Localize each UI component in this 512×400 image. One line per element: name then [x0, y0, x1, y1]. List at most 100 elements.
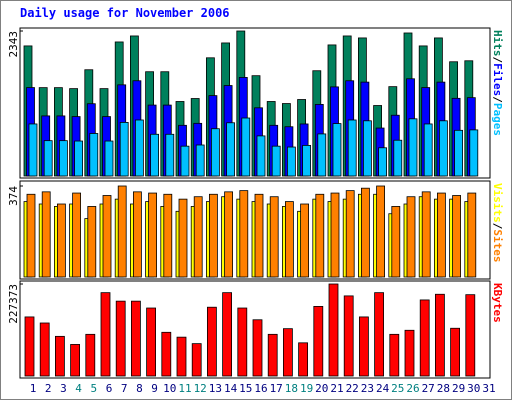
bar: [454, 129, 464, 177]
y-tick-label: 2343: [7, 31, 20, 58]
bar: [89, 133, 99, 177]
bar: [59, 140, 68, 177]
x-tick-label: 14: [224, 382, 238, 395]
bar: [193, 196, 203, 278]
bar: [222, 292, 233, 377]
x-tick-label: 13: [209, 382, 222, 395]
x-tick-label: 29: [452, 382, 465, 395]
bar: [315, 193, 325, 278]
bar: [55, 335, 65, 377]
bar: [39, 322, 50, 377]
bar: [134, 119, 144, 177]
bar: [317, 133, 327, 177]
x-tick-label: 11: [178, 382, 191, 395]
bar: [130, 300, 141, 377]
bar: [74, 140, 83, 177]
bar: [408, 118, 418, 177]
x-tick-label: 19: [300, 382, 313, 395]
bar: [117, 185, 127, 278]
bar: [210, 128, 220, 177]
bar: [374, 292, 385, 377]
legend-entry: Hits: [491, 30, 504, 57]
bar: [330, 192, 340, 278]
bar: [24, 316, 35, 377]
bar: [284, 201, 294, 278]
x-tick-label: 12: [194, 382, 207, 395]
bar: [87, 206, 97, 278]
legend-entry: KBytes: [491, 283, 504, 323]
legend-entry: Pages: [491, 103, 504, 136]
legend-separator: /: [491, 223, 504, 230]
bar: [28, 123, 38, 177]
bar: [224, 191, 234, 278]
legend: Visits/Sites: [491, 183, 504, 263]
bar: [254, 193, 264, 278]
bar: [343, 295, 354, 377]
bar: [404, 329, 415, 377]
bar: [70, 344, 80, 377]
bar: [241, 117, 251, 177]
bar: [347, 119, 357, 177]
x-tick-label: 25: [391, 382, 404, 395]
bar: [208, 193, 218, 278]
bar: [206, 306, 217, 377]
x-tick-label: 15: [239, 382, 252, 395]
bar: [256, 135, 266, 177]
x-tick-label: 22: [346, 382, 359, 395]
bar: [191, 343, 202, 377]
bar: [328, 283, 339, 377]
bar: [252, 319, 263, 377]
bar: [180, 145, 190, 177]
x-tick-label: 23: [361, 382, 374, 395]
bar: [389, 333, 400, 377]
bar: [176, 336, 187, 377]
legend-separator: /: [491, 96, 504, 103]
bar: [282, 328, 293, 377]
x-tick-label: 9: [151, 382, 158, 395]
bar: [358, 316, 369, 377]
bar: [421, 191, 431, 278]
x-tick-label: 26: [406, 382, 419, 395]
bar: [469, 129, 479, 177]
bar: [376, 185, 386, 278]
bar: [161, 331, 172, 377]
x-tick-label: 3: [60, 382, 67, 395]
bar: [41, 191, 51, 278]
x-tick-label: 16: [254, 382, 267, 395]
bar: [360, 187, 370, 278]
y-tick-label: 227373: [7, 284, 20, 324]
bar: [165, 133, 175, 177]
x-tick-label: 1: [30, 382, 37, 395]
bar: [146, 307, 157, 377]
bar: [85, 333, 96, 377]
bar: [163, 193, 173, 278]
bar: [104, 140, 114, 177]
bar: [434, 293, 445, 377]
x-tick-label: 10: [163, 382, 176, 395]
x-tick-label: 2: [45, 382, 52, 395]
bar: [436, 192, 446, 278]
bar: [26, 193, 36, 278]
x-tick-label: 5: [90, 382, 97, 395]
bar: [378, 147, 388, 177]
bar: [298, 342, 309, 377]
bar: [269, 196, 279, 278]
x-tick-label: 31: [482, 382, 495, 395]
bar: [239, 190, 249, 278]
bar: [450, 327, 461, 377]
x-tick-label: 17: [270, 382, 283, 395]
legend-separator: /: [491, 57, 504, 64]
bar: [300, 203, 310, 278]
bar: [237, 307, 248, 377]
x-tick-label: 8: [136, 382, 143, 395]
bar: [452, 195, 462, 278]
bar: [267, 333, 278, 377]
bar: [271, 145, 281, 177]
y-tick-label: 374: [7, 186, 20, 206]
bar: [313, 306, 324, 377]
x-tick-label: 6: [106, 382, 113, 395]
bar: [465, 294, 476, 377]
bar: [438, 120, 448, 177]
bar: [43, 140, 53, 177]
